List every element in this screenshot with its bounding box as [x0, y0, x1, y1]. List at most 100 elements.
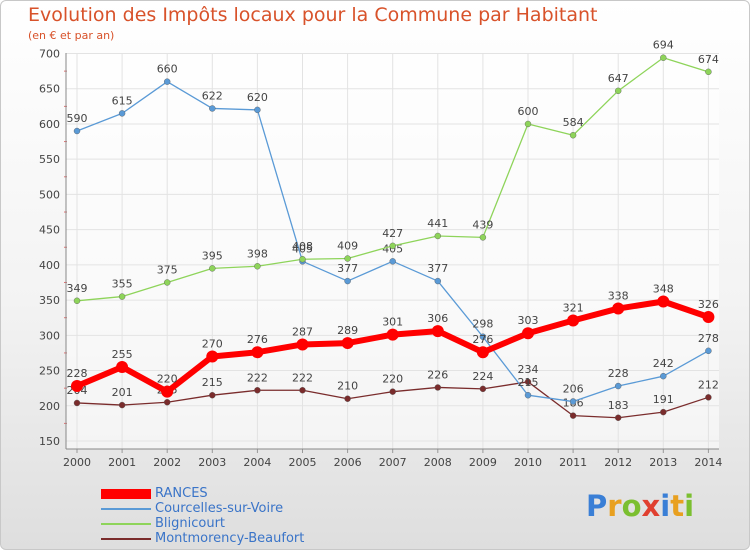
data-point — [702, 311, 715, 323]
y-tick-label: 150 — [39, 435, 60, 448]
data-point — [476, 346, 489, 359]
data-label: 600 — [518, 105, 539, 118]
data-label: 301 — [382, 316, 403, 329]
data-point — [118, 110, 126, 117]
data-point — [341, 337, 354, 350]
logo-letter: o — [621, 489, 642, 523]
data-label: 326 — [698, 298, 719, 311]
data-label: 212 — [698, 378, 719, 391]
data-label: 584 — [563, 116, 584, 129]
data-point — [118, 401, 126, 409]
data-label: 224 — [472, 370, 493, 383]
data-point — [209, 392, 216, 399]
data-label: 321 — [563, 302, 584, 315]
data-point — [161, 385, 174, 398]
data-point — [299, 387, 306, 394]
logo-letter: r — [607, 489, 622, 523]
x-tick-label: 2008 — [424, 456, 452, 469]
data-point — [569, 398, 577, 405]
data-point — [254, 106, 261, 114]
logo-letter: i — [660, 489, 671, 523]
data-point — [389, 388, 396, 395]
data-point — [206, 350, 219, 363]
y-tick-label: 650 — [39, 83, 60, 96]
data-label: 441 — [427, 217, 448, 230]
x-tick-label: 2014 — [694, 456, 722, 469]
data-label: 222 — [292, 371, 313, 384]
data-label: 620 — [247, 91, 268, 104]
data-label: 409 — [337, 240, 358, 253]
data-label: 622 — [202, 89, 223, 102]
data-label: 398 — [247, 247, 268, 260]
data-point — [431, 325, 444, 338]
data-point — [209, 265, 216, 272]
data-label: 674 — [698, 53, 719, 66]
data-point — [612, 302, 625, 315]
data-point — [251, 346, 264, 359]
data-label: 590 — [67, 112, 88, 125]
data-label: 270 — [202, 337, 223, 350]
data-point — [524, 392, 532, 399]
data-point — [71, 380, 83, 393]
x-tick-label: 2005 — [289, 456, 317, 469]
data-label: 228 — [67, 367, 88, 380]
data-label: 303 — [518, 314, 539, 327]
logo-letter: x — [641, 489, 661, 523]
data-point — [389, 258, 396, 265]
data-label: 255 — [112, 348, 133, 361]
data-label: 377 — [337, 262, 358, 275]
legend-label: RANCES — [155, 486, 208, 501]
data-label: 276 — [247, 333, 268, 346]
y-tick-label: 500 — [39, 188, 60, 201]
data-point — [524, 120, 532, 128]
y-tick-label: 400 — [39, 259, 60, 272]
data-label: 289 — [337, 324, 358, 337]
data-label: 395 — [202, 249, 223, 262]
data-label: 278 — [698, 332, 719, 345]
data-label: 306 — [427, 312, 448, 325]
x-tick-label: 2006 — [334, 456, 362, 469]
data-label: 220 — [157, 373, 178, 386]
data-point — [660, 408, 667, 416]
data-point — [386, 328, 399, 341]
data-point — [434, 384, 441, 391]
x-tick-label: 2004 — [243, 456, 271, 469]
legend-label: Montmorency-Beaufort — [155, 531, 305, 546]
logo-letter: P — [586, 489, 608, 523]
data-point — [344, 277, 351, 285]
legend-swatch — [101, 523, 151, 525]
data-point — [567, 314, 580, 327]
data-label: 201 — [112, 386, 133, 399]
x-tick-label: 2012 — [604, 456, 632, 469]
data-point — [73, 127, 81, 135]
data-label: 242 — [653, 357, 674, 370]
data-label: 220 — [382, 373, 403, 386]
data-label: 276 — [472, 333, 493, 346]
data-point — [389, 242, 396, 250]
x-tick-label: 2009 — [469, 456, 497, 469]
data-point — [163, 399, 171, 406]
data-label: 408 — [292, 240, 313, 253]
legend-swatch — [101, 538, 151, 540]
data-point — [705, 347, 712, 355]
y-tick-label: 300 — [39, 329, 60, 342]
proxiti-logo: Proxiti — [586, 489, 694, 523]
data-point — [434, 277, 441, 285]
data-point — [660, 54, 667, 61]
legend-label: Blignicourt — [155, 516, 226, 531]
data-label: 338 — [608, 290, 629, 303]
data-label: 615 — [112, 94, 133, 107]
data-label: 226 — [427, 368, 448, 381]
y-tick-label: 450 — [39, 224, 60, 237]
data-point — [705, 394, 712, 401]
data-label: 439 — [472, 218, 493, 231]
data-point — [118, 293, 126, 300]
data-point — [344, 255, 351, 262]
data-point — [299, 256, 306, 263]
data-label: 215 — [202, 376, 223, 389]
data-point — [344, 395, 351, 402]
data-point — [73, 399, 81, 407]
data-label: 405 — [292, 242, 313, 255]
x-tick-label: 2010 — [514, 456, 542, 469]
